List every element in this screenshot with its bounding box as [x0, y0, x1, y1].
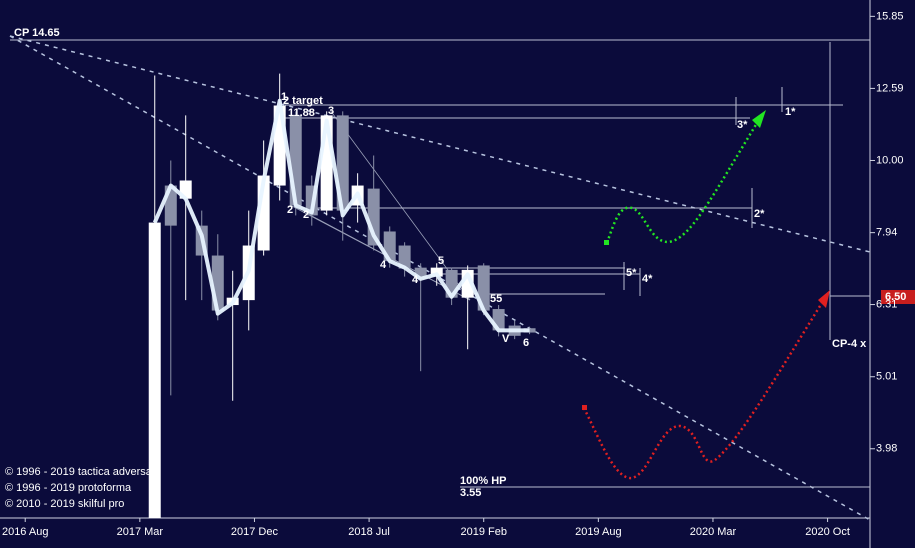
candle-body	[414, 267, 427, 279]
target-label: 2 target	[283, 95, 323, 107]
x-tick-label: 2020 Oct	[805, 526, 850, 538]
moving-average-line	[152, 98, 530, 333]
wave-label: 1	[281, 91, 287, 103]
cp-label: CP 14.65	[14, 27, 60, 39]
y-tick-label: 15.85	[876, 10, 904, 22]
y-tick-label: 5.01	[876, 371, 897, 383]
x-tick-label: 2019 Aug	[575, 526, 622, 538]
y-tick-label: 12.59	[876, 82, 904, 94]
x-tick-label: 2019 Feb	[460, 526, 506, 538]
target-label: 3*	[737, 119, 748, 131]
copyright: © 1996 - 2019 tactica adversa	[5, 466, 153, 478]
forecast-paths	[582, 110, 830, 480]
candle-body	[398, 245, 411, 269]
wave-label: 4	[412, 274, 419, 286]
x-tick-label: 2018 Jul	[348, 526, 390, 538]
wave-label: 6	[523, 337, 529, 349]
annotations: CP 14.65 2 target 11.88 100% HP 3.55 6.5…	[5, 27, 915, 510]
target-label: 5*	[626, 267, 637, 279]
wave-label: 2	[287, 204, 293, 216]
wave-label: 4	[380, 259, 387, 271]
x-tick-label: 2020 Mar	[690, 526, 737, 538]
x-tick-label: 2016 Aug	[2, 526, 49, 538]
y-tick-label: 7.94	[876, 227, 897, 239]
candle-body	[148, 222, 161, 518]
wave-label: 3	[328, 105, 334, 117]
plot-area	[148, 73, 536, 518]
copyright: © 2010 - 2019 skilful pro	[5, 498, 124, 510]
y-tick-label: 3.98	[876, 443, 897, 455]
wave-label: V	[502, 333, 510, 345]
target-label: 4*	[642, 273, 653, 285]
y-tick-label: 10.00	[876, 154, 904, 166]
x-tick-label: 2017 Dec	[231, 526, 279, 538]
price-tag	[881, 290, 915, 304]
price-label: 6.50	[885, 291, 906, 303]
y-tick-label: 6.31	[876, 298, 897, 310]
target-label: 1*	[785, 106, 796, 118]
wave-label: 55	[490, 293, 502, 305]
wave-label: 5	[438, 255, 444, 267]
hp-value: 3.55	[460, 487, 481, 499]
candle-body	[289, 115, 302, 206]
target-value: 11.88	[288, 107, 315, 119]
hp-label: 100% HP	[460, 475, 506, 487]
cp4-label: CP-4 x	[832, 338, 867, 350]
candle-body	[430, 267, 443, 277]
x-tick-label: 2017 Mar	[117, 526, 164, 538]
target-label: 2*	[754, 208, 765, 220]
wave-label: 2	[303, 209, 309, 221]
copyright: © 1996 - 2019 protoforma	[5, 482, 132, 494]
